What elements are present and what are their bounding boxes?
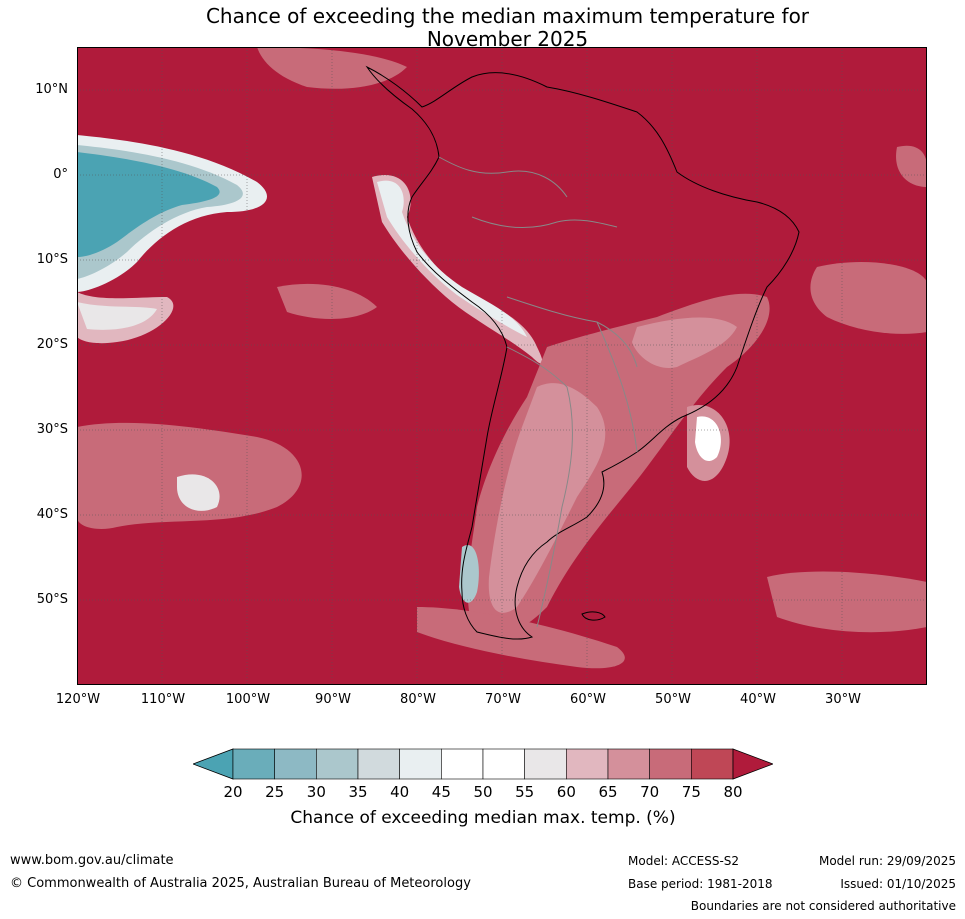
colorbar-bin — [357, 748, 400, 780]
colorbar-tick-label: 65 — [598, 783, 618, 801]
lat-label-0: 0° — [53, 167, 68, 182]
south-america-coastline — [365, 65, 800, 640]
colorbar-extend-high — [732, 748, 775, 780]
footer-base-period: Base period: 1981-2018 — [628, 877, 773, 891]
lat-label-30s: 30°S — [36, 422, 68, 437]
lon-label-90w: 90°W — [315, 692, 351, 707]
footer-model-run: Model run: 29/09/2025 — [818, 854, 956, 868]
footer-copyright: © Commonwealth of Australia 2025, Austra… — [10, 876, 471, 891]
footer-website[interactable]: www.bom.gov.au/climate — [10, 853, 174, 868]
cool-anomaly-region — [77, 135, 267, 344]
colorbar-bin — [441, 748, 484, 780]
map-grid — [77, 47, 927, 685]
colorbar-label: Chance of exceeding median max. temp. (%… — [290, 808, 676, 828]
lon-label-30w: 30°W — [825, 692, 861, 707]
colorbar-bin — [482, 748, 525, 780]
lat-label-10s: 10°S — [36, 252, 68, 267]
colorbar-bin — [691, 748, 734, 780]
colorbar-bin — [232, 748, 275, 780]
scattered-ocean-anomalies — [77, 47, 927, 669]
footer-disclaimer: Boundaries are not considered authoritat… — [690, 899, 956, 913]
lon-label-110w: 110°W — [140, 692, 186, 707]
lon-label-60w: 60°W — [570, 692, 606, 707]
colorbar-bin — [274, 748, 317, 780]
map-title-line2: November 2025 — [426, 27, 589, 51]
lon-label-100w: 100°W — [225, 692, 271, 707]
map-frame — [77, 47, 927, 685]
colorbar-tick-label: 20 — [223, 783, 243, 801]
colorbar-extend-low — [191, 748, 234, 780]
lon-label-120w: 120°W — [55, 692, 101, 707]
colorbar-tick-label: 70 — [640, 783, 660, 801]
colorbar-tick-label: 35 — [348, 783, 368, 801]
footer-issued: Issued: 01/10/2025 — [840, 877, 956, 891]
colorbar — [191, 748, 775, 786]
colorbar-tick-label: 55 — [515, 783, 535, 801]
colorbar-tick-label: 25 — [265, 783, 285, 801]
lon-label-50w: 50°W — [655, 692, 691, 707]
lat-label-20s: 20°S — [36, 337, 68, 352]
country-borders — [438, 156, 638, 628]
andes-coastal-pale-region — [372, 175, 543, 364]
colorbar-tick-label: 60 — [556, 783, 576, 801]
falkland-islands — [581, 611, 606, 621]
lon-label-40w: 40°W — [740, 692, 776, 707]
colorbar-tick-label: 80 — [723, 783, 743, 801]
colorbar-tick-label: 75 — [681, 783, 701, 801]
colorbar-tick-label: 50 — [473, 783, 493, 801]
colorbar-bin — [399, 748, 442, 780]
colorbar-bin — [524, 748, 567, 780]
colorbar-bin — [649, 748, 692, 780]
colorbar-bin — [566, 748, 609, 780]
colorbar-tick-label: 45 — [431, 783, 451, 801]
lon-label-80w: 80°W — [400, 692, 436, 707]
colorbar-tick-label: 40 — [390, 783, 410, 801]
colorbar-bin — [607, 748, 650, 780]
lat-label-50s: 50°S — [36, 592, 68, 607]
probability-map[interactable] — [77, 47, 927, 685]
colorbar-bin — [316, 748, 359, 780]
map-title-line1: Chance of exceeding the median maximum t… — [205, 4, 810, 28]
lat-label-40s: 40°S — [36, 507, 68, 522]
footer-model: Model: ACCESS-S2 — [628, 854, 740, 868]
lat-label-10n: 10°N — [35, 82, 68, 97]
lon-label-70w: 70°W — [485, 692, 521, 707]
colorbar-tick-label: 30 — [306, 783, 326, 801]
map-title: Chance of exceeding the median maximum t… — [0, 5, 965, 51]
